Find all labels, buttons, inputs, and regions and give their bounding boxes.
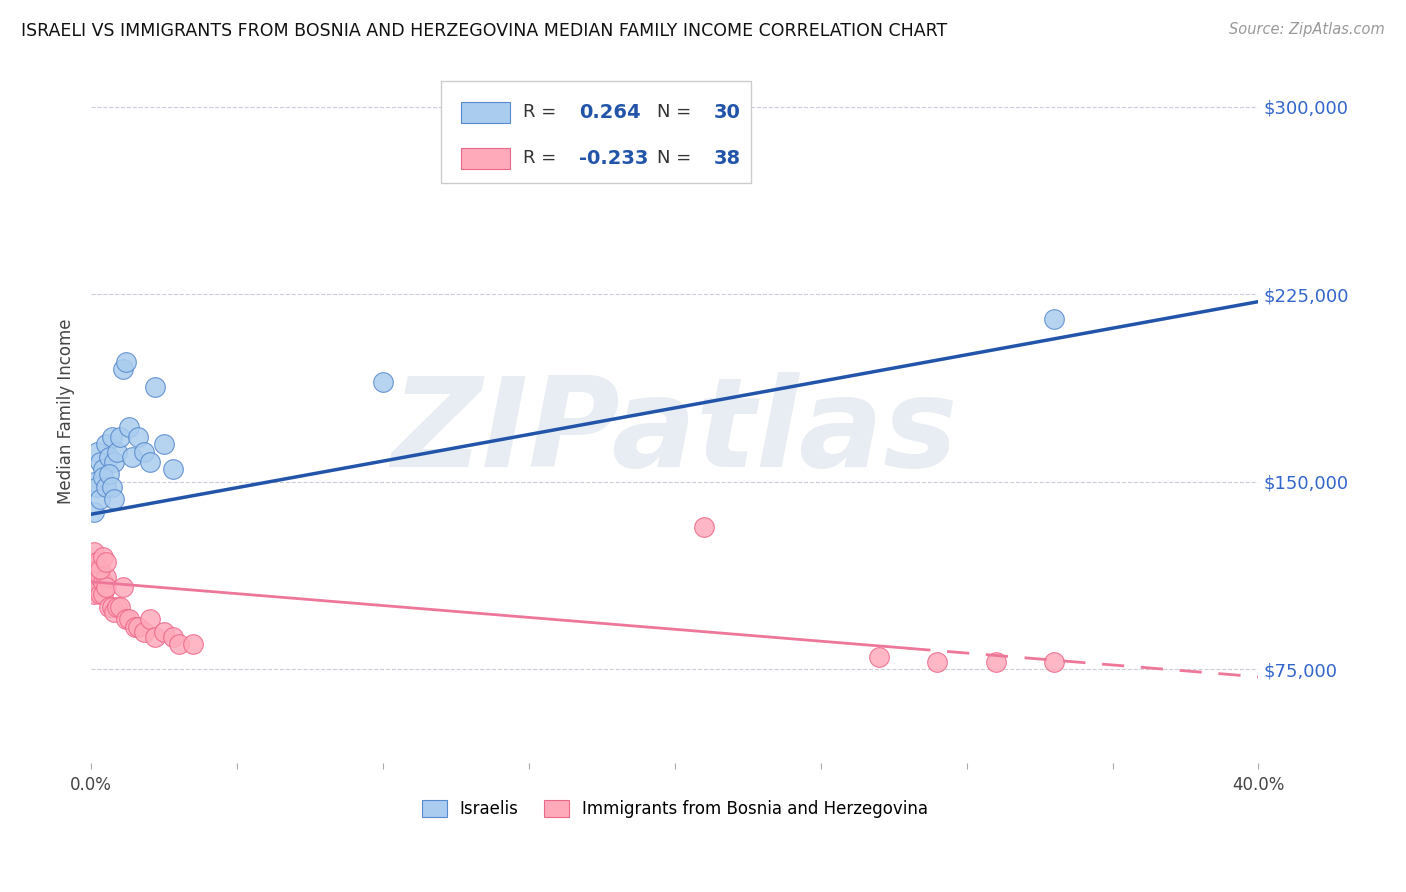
Point bbox=[83, 587, 105, 601]
Point bbox=[91, 574, 114, 589]
Legend: Israelis, Immigrants from Bosnia and Herzegovina: Israelis, Immigrants from Bosnia and Her… bbox=[415, 794, 935, 825]
Point bbox=[693, 520, 716, 534]
Text: 0.264: 0.264 bbox=[579, 103, 641, 122]
Point bbox=[94, 555, 117, 569]
Point bbox=[91, 587, 114, 601]
Text: N =: N = bbox=[657, 149, 697, 167]
Point bbox=[124, 620, 146, 634]
Point bbox=[86, 555, 108, 569]
Point bbox=[89, 492, 111, 507]
Point bbox=[107, 444, 129, 458]
Point bbox=[1043, 312, 1066, 326]
Point bbox=[83, 475, 105, 489]
Point bbox=[110, 430, 132, 444]
Point bbox=[86, 444, 108, 458]
Text: ZIPatlas: ZIPatlas bbox=[391, 372, 957, 493]
Point bbox=[112, 362, 135, 376]
Point bbox=[153, 624, 176, 639]
Point bbox=[97, 599, 120, 614]
Point bbox=[94, 480, 117, 494]
Point bbox=[1043, 655, 1066, 669]
Point bbox=[103, 605, 125, 619]
Bar bbox=[461, 102, 510, 123]
Point bbox=[110, 599, 132, 614]
Point bbox=[86, 480, 108, 494]
Point bbox=[371, 375, 394, 389]
Point bbox=[86, 580, 108, 594]
Point bbox=[118, 419, 141, 434]
Point bbox=[143, 630, 166, 644]
Text: N =: N = bbox=[657, 103, 697, 121]
Point bbox=[86, 562, 108, 576]
Text: Source: ZipAtlas.com: Source: ZipAtlas.com bbox=[1229, 22, 1385, 37]
Y-axis label: Median Family Income: Median Family Income bbox=[58, 318, 75, 504]
Point bbox=[89, 570, 111, 584]
Point bbox=[115, 354, 138, 368]
Point bbox=[83, 580, 105, 594]
Text: 30: 30 bbox=[713, 103, 740, 122]
Point bbox=[83, 570, 105, 584]
Point bbox=[89, 562, 111, 576]
Text: R =: R = bbox=[523, 103, 562, 121]
Point bbox=[132, 624, 155, 639]
Point bbox=[118, 612, 141, 626]
Point bbox=[100, 430, 122, 444]
Point bbox=[94, 437, 117, 451]
Point bbox=[138, 612, 160, 626]
Point bbox=[112, 580, 135, 594]
Point bbox=[927, 655, 949, 669]
Point bbox=[103, 455, 125, 469]
Point bbox=[100, 480, 122, 494]
Point bbox=[83, 545, 105, 559]
Point bbox=[91, 549, 114, 564]
Point bbox=[100, 599, 122, 614]
Text: -0.233: -0.233 bbox=[579, 149, 648, 168]
Point bbox=[115, 612, 138, 626]
Bar bbox=[461, 147, 510, 169]
Point bbox=[121, 450, 143, 464]
Point bbox=[153, 437, 176, 451]
Point bbox=[162, 462, 184, 476]
Point bbox=[143, 379, 166, 393]
Point bbox=[94, 580, 117, 594]
Point bbox=[868, 649, 890, 664]
Text: R =: R = bbox=[523, 149, 562, 167]
Text: 38: 38 bbox=[713, 149, 741, 168]
Point bbox=[89, 587, 111, 601]
Point bbox=[103, 492, 125, 507]
Point bbox=[89, 455, 111, 469]
Point bbox=[162, 630, 184, 644]
Point bbox=[127, 430, 149, 444]
Point bbox=[138, 455, 160, 469]
Point bbox=[97, 450, 120, 464]
Point bbox=[107, 599, 129, 614]
Point bbox=[91, 469, 114, 483]
Point bbox=[91, 462, 114, 476]
Point bbox=[97, 467, 120, 482]
Point bbox=[167, 637, 190, 651]
Point bbox=[83, 505, 105, 519]
Point bbox=[132, 444, 155, 458]
Text: ISRAELI VS IMMIGRANTS FROM BOSNIA AND HERZEGOVINA MEDIAN FAMILY INCOME CORRELATI: ISRAELI VS IMMIGRANTS FROM BOSNIA AND HE… bbox=[21, 22, 948, 40]
Point bbox=[127, 620, 149, 634]
Point bbox=[181, 637, 204, 651]
FancyBboxPatch shape bbox=[441, 80, 751, 183]
Point bbox=[94, 570, 117, 584]
Point bbox=[984, 655, 1007, 669]
